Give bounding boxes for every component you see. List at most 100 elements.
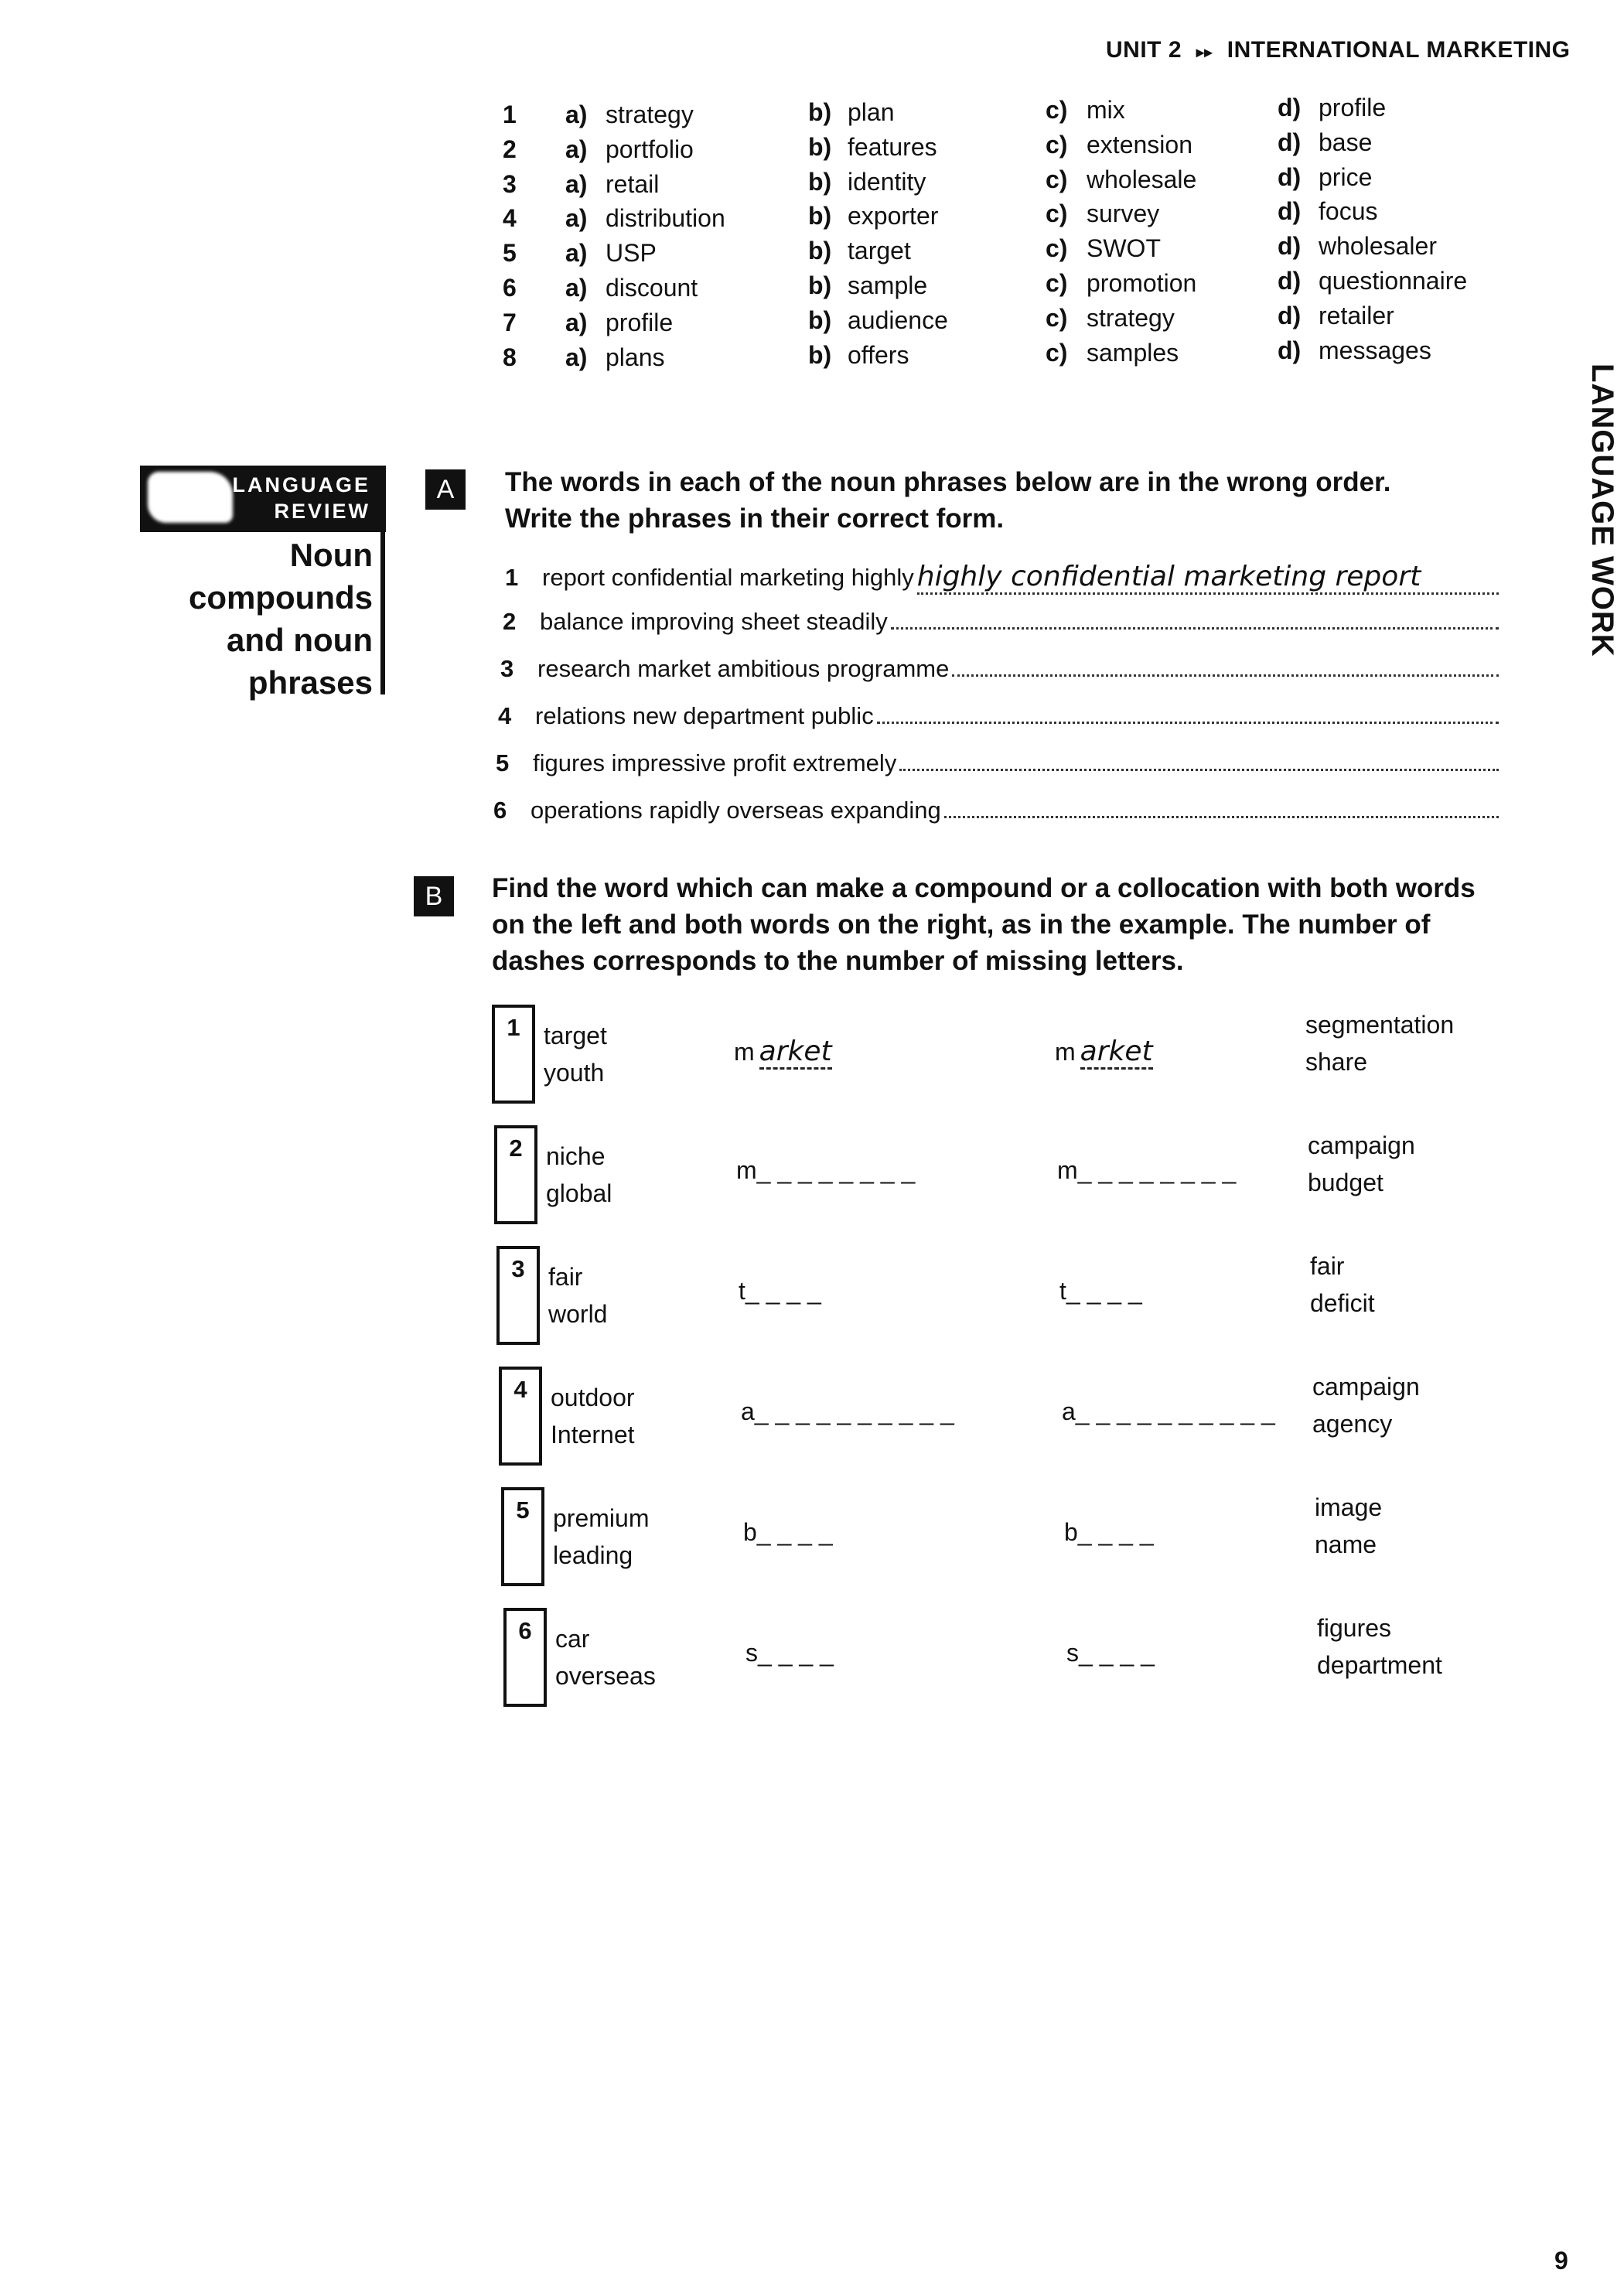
answer-field[interactable]: t_ _ _ _ xyxy=(739,1277,821,1305)
page-header: UNIT 2 ▸▸ INTERNATIONAL MARKETING xyxy=(1106,37,1570,63)
option-letter: b) xyxy=(808,271,832,299)
left-word: target xyxy=(544,1022,607,1049)
item-number: 5 xyxy=(516,1496,530,1524)
right-word: department xyxy=(1317,1651,1442,1679)
option-letter: c) xyxy=(1046,200,1068,228)
answer-field[interactable] xyxy=(943,816,1499,818)
option-letter: a) xyxy=(565,343,588,371)
language-review-badge: LANGUAGE REVIEW xyxy=(140,466,386,532)
option-letter: a) xyxy=(565,308,588,336)
item-number-box: 3 xyxy=(496,1246,540,1345)
phrase-item: 1 report confidential marketing highly hig… xyxy=(505,561,1499,595)
right-word: figures xyxy=(1317,1614,1392,1642)
option-word: distribution xyxy=(606,204,725,233)
answer-field[interactable]: t_ _ _ _ xyxy=(1059,1277,1142,1305)
item-number-box: 5 xyxy=(501,1487,544,1586)
badge-label: REVIEW xyxy=(274,500,370,523)
answer-field[interactable]: m arket xyxy=(734,1036,832,1070)
first-letter: m xyxy=(736,1156,757,1184)
handwritten-answer: arket xyxy=(1080,1036,1153,1070)
option-letter: b) xyxy=(808,167,832,196)
left-word: Internet xyxy=(551,1421,635,1449)
first-letter: s xyxy=(745,1639,758,1667)
option-word: promotion xyxy=(1087,269,1197,297)
item-number: 6 xyxy=(518,1617,532,1644)
option-word: features xyxy=(848,132,937,161)
first-letter: t xyxy=(1059,1277,1066,1305)
option-letter: b) xyxy=(808,98,832,126)
letter-blanks: _ _ _ _ _ _ _ _ xyxy=(756,1156,916,1184)
answer-field[interactable] xyxy=(899,769,1499,771)
letter-blanks: _ _ _ _ _ _ _ _ _ _ xyxy=(1075,1397,1275,1425)
option-word: samples xyxy=(1087,338,1179,367)
answer-field[interactable]: a_ _ _ _ _ _ _ _ _ _ xyxy=(741,1397,954,1426)
left-word: world xyxy=(548,1300,608,1328)
item-number-box: 4 xyxy=(499,1367,542,1466)
first-letter: b xyxy=(1064,1518,1078,1546)
answer-field[interactable] xyxy=(876,722,1499,724)
left-word: car xyxy=(555,1625,590,1653)
option-word: questionnaire xyxy=(1319,267,1468,295)
item-number-box: 1 xyxy=(492,1005,535,1104)
answer-field[interactable]: b_ _ _ _ xyxy=(743,1518,833,1547)
section-divider xyxy=(380,532,385,694)
option-letter: b) xyxy=(808,237,832,265)
first-letter: m xyxy=(1055,1038,1076,1066)
instruction-line: dashes corresponds to the number of miss… xyxy=(492,946,1184,976)
option-letter: b) xyxy=(808,340,832,369)
first-letter: a xyxy=(741,1397,755,1425)
answer-field[interactable] xyxy=(890,627,1499,630)
handwritten-answer: arket xyxy=(759,1036,832,1070)
option-word: profile xyxy=(606,308,674,336)
left-word: niche xyxy=(546,1142,606,1170)
answer-field[interactable]: m_ _ _ _ _ _ _ _ xyxy=(736,1156,915,1185)
right-word: image xyxy=(1315,1493,1383,1521)
left-word: youth xyxy=(544,1059,605,1087)
option-letter: c) xyxy=(1046,269,1068,297)
option-word: price xyxy=(1319,162,1373,191)
option-letter: c) xyxy=(1046,338,1068,367)
answer-field[interactable]: s_ _ _ _ xyxy=(1066,1639,1155,1667)
option-word: exporter xyxy=(848,202,939,230)
option-word: extension xyxy=(1087,130,1192,159)
answer-field[interactable]: s_ _ _ _ xyxy=(745,1639,834,1667)
instruction-line: Find the word which can make a compound … xyxy=(492,873,1476,903)
letter-blanks: _ _ _ _ xyxy=(756,1518,833,1546)
item-number-box: 6 xyxy=(503,1608,547,1707)
answer-field[interactable]: m arket xyxy=(1055,1036,1153,1070)
item-number: 3 xyxy=(511,1255,525,1282)
option-letter: a) xyxy=(565,101,588,128)
row-number: 2 xyxy=(503,135,517,163)
option-word: portfolio xyxy=(606,135,694,163)
exercise-b-label: B xyxy=(414,876,454,916)
scrambled-phrase: relations new department public xyxy=(535,702,874,729)
item-number: 6 xyxy=(493,797,507,824)
exercise-b-instructions: Find the word which can make a compound … xyxy=(492,870,1476,979)
answer-field[interactable]: a_ _ _ _ _ _ _ _ _ _ xyxy=(1062,1397,1275,1426)
answer-field[interactable]: highly confidential marketing report xyxy=(916,561,1499,595)
section-title: Noun compounds and noun phrases xyxy=(189,534,373,704)
option-letter: c) xyxy=(1046,303,1068,332)
right-word: campaign xyxy=(1308,1131,1415,1159)
option-letter: a) xyxy=(565,135,588,163)
instruction-line: The words in each of the noun phrases be… xyxy=(505,467,1391,497)
item-number: 4 xyxy=(513,1376,527,1403)
answer-field[interactable]: b_ _ _ _ xyxy=(1064,1518,1154,1547)
first-letter: b xyxy=(743,1518,757,1546)
option-word: plan xyxy=(848,98,895,126)
option-letter: d) xyxy=(1278,336,1302,364)
answer-field[interactable] xyxy=(952,674,1499,677)
option-letter: a) xyxy=(565,239,588,268)
option-letter: a) xyxy=(565,204,588,233)
scrambled-phrase: report confidential marketing highly xyxy=(542,564,914,591)
exercise-a-instructions: The words in each of the noun phrases be… xyxy=(505,464,1390,537)
answer-field[interactable]: m_ _ _ _ _ _ _ _ xyxy=(1057,1156,1236,1185)
scrambled-phrase: research market ambitious programme xyxy=(537,655,950,682)
arrows-icon: ▸▸ xyxy=(1196,44,1213,61)
letter-blanks: _ _ _ _ xyxy=(1077,1518,1154,1546)
item-number: 5 xyxy=(496,749,510,776)
option-word: retailer xyxy=(1319,301,1394,329)
option-word: focus xyxy=(1319,197,1378,226)
right-word: name xyxy=(1315,1531,1377,1558)
option-letter: d) xyxy=(1278,267,1302,295)
